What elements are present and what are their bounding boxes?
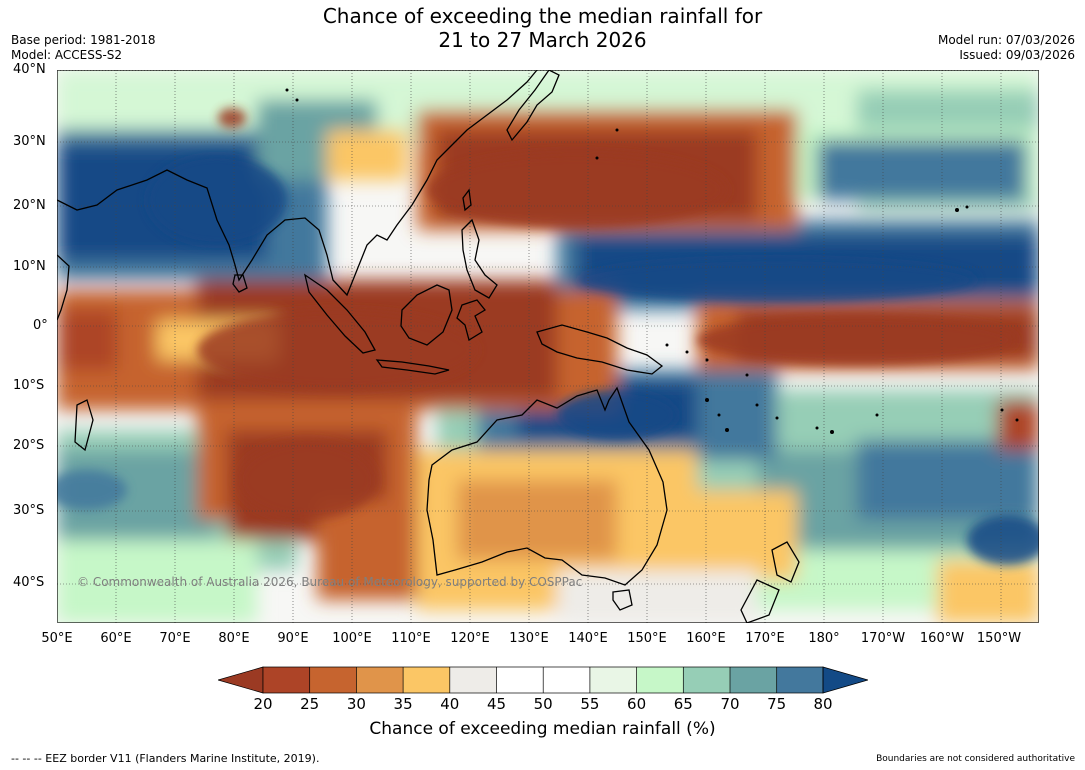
lon-label-70e: 70°E bbox=[159, 631, 191, 646]
java-coastline bbox=[375, 359, 450, 375]
lon-label-150e: 150°E bbox=[627, 631, 667, 646]
model-name: Model: ACCESS-S2 bbox=[11, 48, 123, 62]
madagascar-coastline bbox=[74, 399, 94, 452]
colorbar-tick-60: 60 bbox=[627, 695, 647, 713]
lat-label-20s: 20°S bbox=[13, 438, 45, 453]
lon-label-50e: 50°E bbox=[41, 631, 73, 646]
eez-note: -- -- -- EEZ border V11 (Flanders Marine… bbox=[11, 752, 320, 765]
lon-label-100e: 100°E bbox=[332, 631, 372, 646]
colorbar-70-75 bbox=[730, 667, 777, 693]
model-info: Base period: 1981-2018 Model: ACCESS-S2 bbox=[11, 33, 156, 63]
lon-label-60e: 60°E bbox=[100, 631, 132, 646]
lon-label-160w: 160°W bbox=[919, 631, 965, 646]
probability-detail bbox=[57, 108, 1039, 565]
title-line-2: 21 to 27 March 2026 bbox=[438, 28, 647, 52]
new-guinea-coastline bbox=[536, 324, 664, 375]
colorbar-55-60 bbox=[589, 667, 637, 693]
colorbar-45-50 bbox=[496, 667, 544, 693]
colorbar bbox=[218, 666, 868, 694]
colorbar-lt20 bbox=[218, 666, 264, 694]
base-period: Base period: 1981-2018 bbox=[11, 33, 156, 47]
lon-label-130e: 130°E bbox=[509, 631, 549, 646]
colorbar-tick-40: 40 bbox=[440, 695, 460, 713]
boundaries-note: Boundaries are not considered authoritat… bbox=[876, 754, 1075, 764]
sri-lanka-coastline bbox=[232, 274, 248, 293]
colorbar-tick-70: 70 bbox=[720, 695, 740, 713]
colorbar-50-55 bbox=[543, 667, 590, 693]
asia-coastline bbox=[57, 70, 538, 297]
lat-label-30s: 30°S bbox=[13, 503, 45, 518]
rainfall-map bbox=[57, 70, 1039, 623]
lat-label-10n: 10°N bbox=[13, 259, 46, 274]
colorbar-label: Chance of exceeding median rainfall (%) bbox=[369, 719, 716, 739]
title-line-1: Chance of exceeding the median rainfall … bbox=[322, 4, 763, 28]
graticule bbox=[57, 70, 1039, 623]
colorbar-tick-35: 35 bbox=[393, 695, 413, 713]
sumatra-coastline bbox=[303, 273, 376, 354]
lat-label-30n: 30°N bbox=[13, 134, 46, 149]
lat-label-40s: 40°S bbox=[13, 575, 45, 590]
lat-label-10s: 10°S bbox=[13, 378, 45, 393]
colorbar-40-45 bbox=[449, 667, 497, 693]
map-frame bbox=[57, 70, 1039, 623]
lon-label-90e: 90°E bbox=[277, 631, 309, 646]
taiwan-coastline bbox=[462, 188, 472, 212]
lat-label-20n: 20°N bbox=[13, 198, 46, 213]
australia-coastline bbox=[426, 386, 668, 586]
colorbar-20-25 bbox=[263, 667, 310, 693]
philippines-coastline bbox=[461, 218, 498, 299]
map-title: Chance of exceeding the median rainfall … bbox=[0, 4, 1085, 52]
lon-label-120e: 120°E bbox=[450, 631, 490, 646]
lon-label-160e: 160°E bbox=[686, 631, 726, 646]
colorbar-25-30 bbox=[309, 667, 357, 693]
colorbar-35-40 bbox=[403, 667, 450, 693]
colorbar-tick-65: 65 bbox=[673, 695, 693, 713]
colorbar-tick-55: 55 bbox=[580, 695, 600, 713]
lat-label-0: 0° bbox=[33, 318, 48, 333]
africa-coastline bbox=[57, 254, 70, 321]
colorbar-tick-75: 75 bbox=[767, 695, 787, 713]
lat-label-40n: 40°N bbox=[13, 62, 46, 77]
colorbar-tick-25: 25 bbox=[300, 695, 320, 713]
sulawesi-coastline bbox=[456, 299, 486, 342]
copyright-notice: © Commonwealth of Australia 2026, Bureau… bbox=[77, 575, 583, 589]
colorbar-gt80 bbox=[822, 666, 868, 694]
colorbar-tick-45: 45 bbox=[486, 695, 507, 713]
lon-label-180: 180° bbox=[808, 631, 840, 646]
colorbar-60-65 bbox=[636, 667, 684, 693]
colorbar-30-35 bbox=[356, 667, 404, 693]
pacific-islands bbox=[285, 88, 1019, 434]
colorbar-75-80 bbox=[776, 667, 823, 693]
colorbar-tick-80: 80 bbox=[813, 695, 833, 713]
lon-label-110e: 110°E bbox=[391, 631, 431, 646]
run-info: Model run: 07/03/2026 Issued: 09/03/2026 bbox=[938, 33, 1075, 63]
issued-date: Issued: 09/03/2026 bbox=[959, 48, 1075, 62]
lon-label-170e: 170°E bbox=[745, 631, 785, 646]
new-zealand-coastline bbox=[740, 541, 800, 623]
tasmania-coastline bbox=[612, 589, 633, 611]
colorbar-tick-30: 30 bbox=[346, 695, 366, 713]
lon-label-150w: 150°W bbox=[976, 631, 1022, 646]
borneo-coastline bbox=[400, 284, 453, 346]
coastlines bbox=[57, 70, 800, 623]
lon-label-80e: 80°E bbox=[218, 631, 250, 646]
colorbar-tick-20: 20 bbox=[253, 695, 273, 713]
lon-label-170w: 170°W bbox=[860, 631, 906, 646]
model-run: Model run: 07/03/2026 bbox=[937, 33, 1075, 47]
colorbar-tick-50: 50 bbox=[533, 695, 553, 713]
japan-coastline bbox=[506, 70, 560, 142]
colorbar-65-70 bbox=[683, 667, 730, 693]
lon-label-140e: 140°E bbox=[568, 631, 608, 646]
